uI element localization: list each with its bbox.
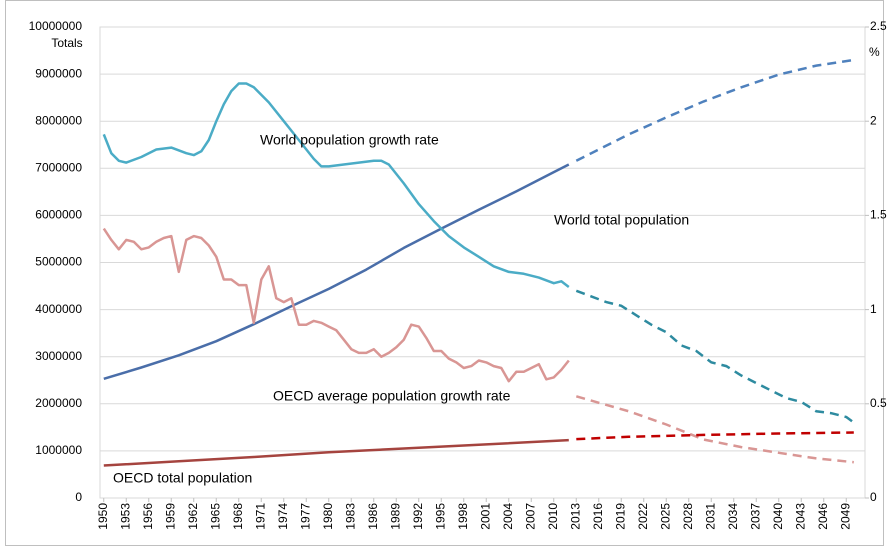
annotation: World population growth rate xyxy=(260,132,439,148)
x-tick-label: 2031 xyxy=(703,503,717,530)
x-tick-label: 1971 xyxy=(253,503,267,530)
projection-line xyxy=(575,395,854,464)
x-tick-label: 1968 xyxy=(231,503,245,530)
x-tick-label: 1962 xyxy=(186,503,200,530)
line-series xyxy=(102,82,570,288)
x-tick-label: 2040 xyxy=(771,503,785,530)
x-tick-label: 1992 xyxy=(411,503,425,530)
x-tick-label: 1998 xyxy=(456,503,470,530)
annotation: OECD total population xyxy=(113,470,252,486)
projection-line xyxy=(576,431,854,441)
y-tick-label: 4000000 xyxy=(35,302,82,316)
y2-tick-label: 0.5 xyxy=(870,396,887,410)
x-tick-label: 2022 xyxy=(636,503,650,530)
x-tick-label: 1995 xyxy=(433,503,447,530)
y2-tick-label: 0 xyxy=(870,490,877,504)
x-tick-label: 2013 xyxy=(568,503,582,530)
x-tick-label: 1956 xyxy=(141,503,155,530)
x-tick-label: 2025 xyxy=(658,503,672,530)
line-series xyxy=(102,227,570,383)
projection-line xyxy=(575,289,855,424)
y-tick-label: 0 xyxy=(75,490,82,504)
x-tick-label: 1959 xyxy=(163,503,177,530)
annotation: World total population xyxy=(554,212,689,228)
y-tick-label: 2000000 xyxy=(35,396,82,410)
labels: 0 1000000 2000000 3000000 4000000 5000000 6000… xyxy=(29,19,887,530)
y2-tick-label: 2 xyxy=(870,113,877,127)
x-tick-label: 2016 xyxy=(591,503,605,530)
x-tick-label: 2007 xyxy=(523,503,537,530)
y2-axis-label: % xyxy=(869,45,880,59)
x-tick-label: 2028 xyxy=(681,503,695,530)
x-tick-label: 1977 xyxy=(298,503,312,530)
x-tick-label: 1980 xyxy=(321,503,335,530)
x-tick-label: 2019 xyxy=(613,503,627,530)
x-tick-label: 2046 xyxy=(816,503,830,530)
x-tick-label: 1965 xyxy=(208,503,222,530)
x-tick-label: 1986 xyxy=(366,503,380,530)
y-tick-label: 8000000 xyxy=(35,113,82,127)
projection-line xyxy=(575,58,854,162)
x-tick-label: 2037 xyxy=(748,503,762,530)
line-series xyxy=(103,163,570,380)
x-tick-label: 1974 xyxy=(276,503,290,530)
chart-border xyxy=(5,0,884,546)
line-series xyxy=(103,438,569,467)
x-tick-label: 1953 xyxy=(118,503,132,530)
x-tick-label: 1983 xyxy=(343,503,357,530)
x-tick-label: 2010 xyxy=(546,503,560,530)
x-tick-label: 2043 xyxy=(793,503,807,530)
y-tick-label: 7000000 xyxy=(35,160,82,174)
y-tick-label: 10000000 xyxy=(29,19,83,33)
lines xyxy=(102,58,855,467)
y-tick-label: 3000000 xyxy=(35,349,82,363)
y2-tick-label: 1 xyxy=(870,302,877,316)
x-tick-label: 1950 xyxy=(96,503,110,530)
y-tick-label: 1000000 xyxy=(35,443,82,457)
y2-tick-label: 2.5 xyxy=(870,19,887,33)
annotation: OECD average population growth rate xyxy=(273,388,511,404)
x-tick-label: 2001 xyxy=(478,503,492,530)
x-tick-label: 1989 xyxy=(388,503,402,530)
x-tick-label: 2049 xyxy=(838,503,852,530)
x-tick-label: 2034 xyxy=(726,503,740,530)
y-axis-label: Totals xyxy=(51,36,82,50)
y-tick-label: 9000000 xyxy=(35,66,82,80)
y2-tick-label: 1.5 xyxy=(870,208,887,222)
y-tick-label: 5000000 xyxy=(35,255,82,269)
grid xyxy=(99,26,869,502)
y-tick-label: 6000000 xyxy=(35,208,82,222)
x-tick-label: 2004 xyxy=(501,503,515,530)
